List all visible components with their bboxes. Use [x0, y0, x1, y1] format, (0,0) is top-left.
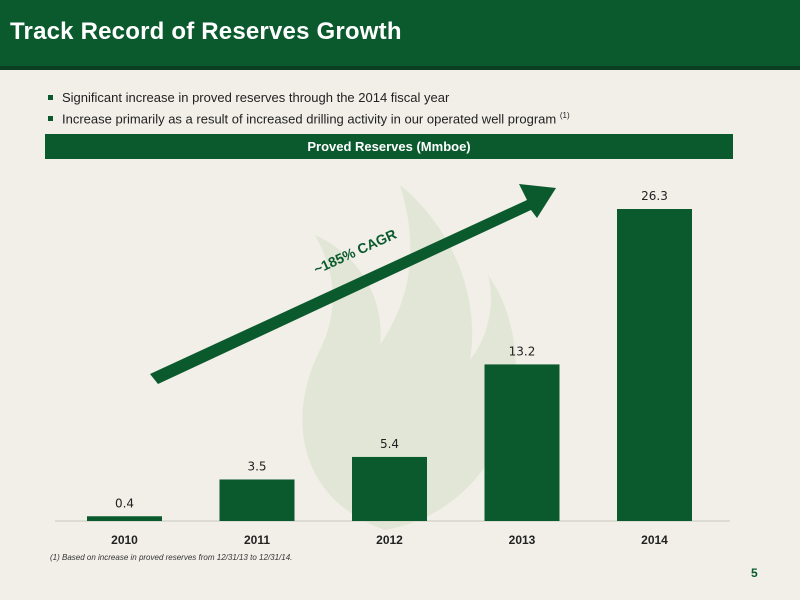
bar-2010: [87, 516, 162, 521]
bar-2014: [617, 209, 692, 521]
flame-watermark-icon: [302, 185, 516, 530]
page-title: Track Record of Reserves Growth: [10, 18, 402, 45]
tick-label-2010: 2010: [111, 533, 138, 547]
bar-2012: [352, 456, 427, 521]
tick-label-2013: 2013: [509, 533, 536, 547]
footnote: (1) Based on increase in proved reserves…: [50, 553, 293, 562]
bullet-item: Increase primarily as a result of increa…: [48, 111, 570, 126]
data-label-2010: 0.4: [115, 496, 134, 510]
bullet-list: Significant increase in proved reserves …: [48, 90, 570, 132]
footnote-ref: (1): [559, 111, 570, 120]
tick-label-2014: 2014: [641, 533, 668, 547]
bullet-item: Significant increase in proved reserves …: [48, 90, 570, 105]
bullet-text: Increase primarily as a result of increa…: [62, 111, 557, 127]
header-bar: Track Record of Reserves Growth: [0, 0, 800, 70]
tick-label-2011: 2011: [244, 533, 270, 547]
bar-2011: [219, 479, 295, 521]
page-number: 5: [751, 566, 758, 580]
data-label-2012: 5.4: [380, 437, 399, 451]
data-label-2013: 13.2: [509, 344, 536, 358]
bar-2013: [484, 364, 560, 521]
chart-title: Proved Reserves (Mmboe): [45, 134, 733, 159]
cagr-arrow: [150, 184, 556, 384]
tick-label-2012: 2012: [376, 533, 403, 547]
header-rule: [0, 66, 800, 70]
bullet-text: Significant increase in proved reserves …: [62, 90, 450, 105]
data-label-2011: 3.5: [247, 459, 266, 473]
data-label-2014: 26.3: [641, 189, 668, 203]
